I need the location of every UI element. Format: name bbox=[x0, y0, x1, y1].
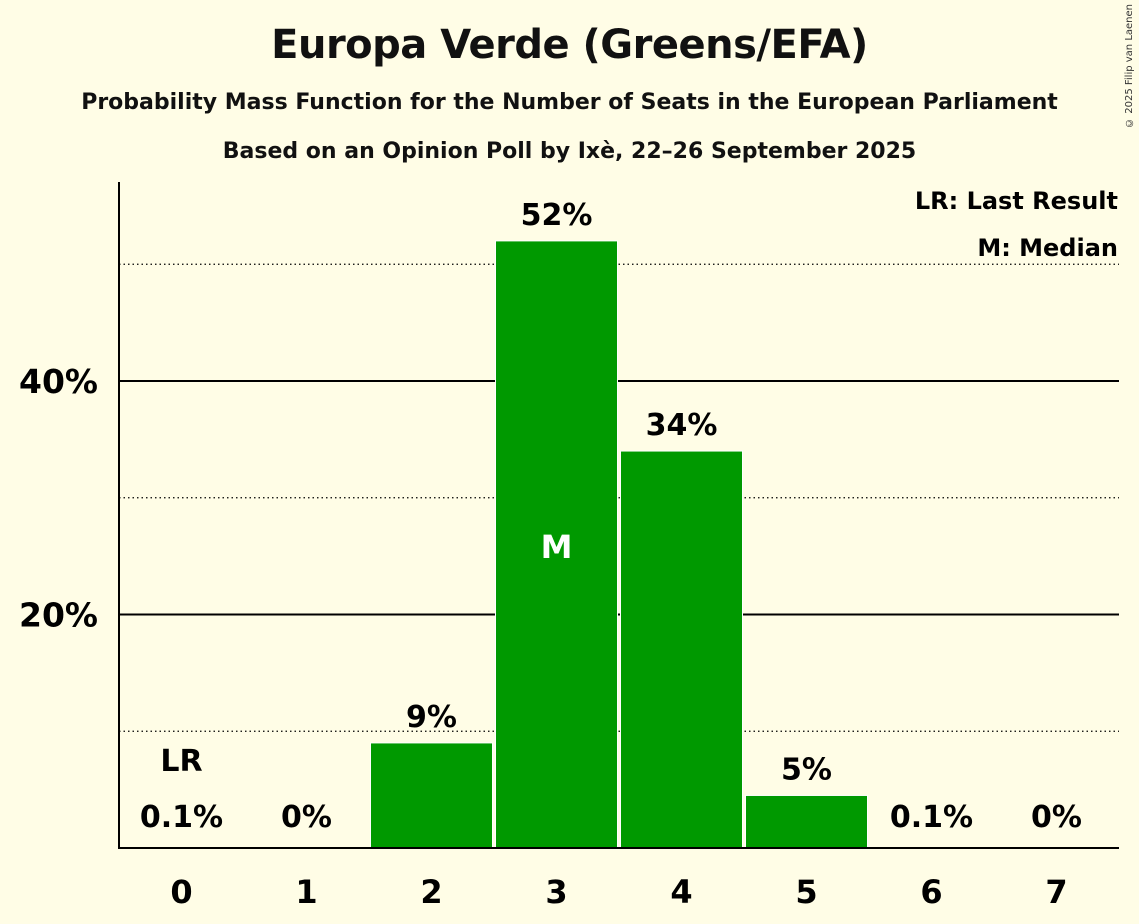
bar-seats-2 bbox=[370, 742, 493, 849]
y-tick-label: 40% bbox=[19, 362, 98, 401]
legend-last-result: LR: Last Result bbox=[915, 187, 1118, 215]
bar-value-label: 0% bbox=[281, 800, 332, 835]
bar-value-label: 52% bbox=[521, 198, 593, 233]
bar-seats-4 bbox=[620, 450, 743, 849]
bar-seats-5 bbox=[745, 794, 868, 849]
bar-value-label: 0.1% bbox=[890, 800, 973, 835]
bar-value-label: 0% bbox=[1031, 800, 1082, 835]
x-tick-label: 1 bbox=[295, 873, 317, 911]
x-tick-label: 3 bbox=[545, 873, 567, 911]
last-result-marker: LR bbox=[160, 744, 202, 779]
y-tick-label: 20% bbox=[19, 596, 98, 635]
x-tick-label: 0 bbox=[170, 873, 192, 911]
x-tick-label: 4 bbox=[670, 873, 692, 911]
legend-median: M: Median bbox=[977, 234, 1118, 262]
chart-title: Europa Verde (Greens/EFA) bbox=[271, 22, 868, 68]
bar-seats-3 bbox=[495, 240, 618, 849]
bar-value-label: 0.1% bbox=[140, 800, 223, 835]
x-tick-label: 6 bbox=[920, 873, 942, 911]
x-tick-label: 5 bbox=[795, 873, 817, 911]
bar-value-label: 9% bbox=[406, 700, 457, 735]
x-tick-label: 7 bbox=[1045, 873, 1067, 911]
bar-value-label: 5% bbox=[781, 752, 832, 787]
chart-subtitle: Probability Mass Function for the Number… bbox=[81, 90, 1058, 115]
x-tick-label: 2 bbox=[420, 873, 442, 911]
bar-value-label: 34% bbox=[646, 408, 718, 443]
chart-source: Based on an Opinion Poll by Ixè, 22–26 S… bbox=[222, 139, 917, 164]
median-marker: M bbox=[541, 528, 573, 566]
